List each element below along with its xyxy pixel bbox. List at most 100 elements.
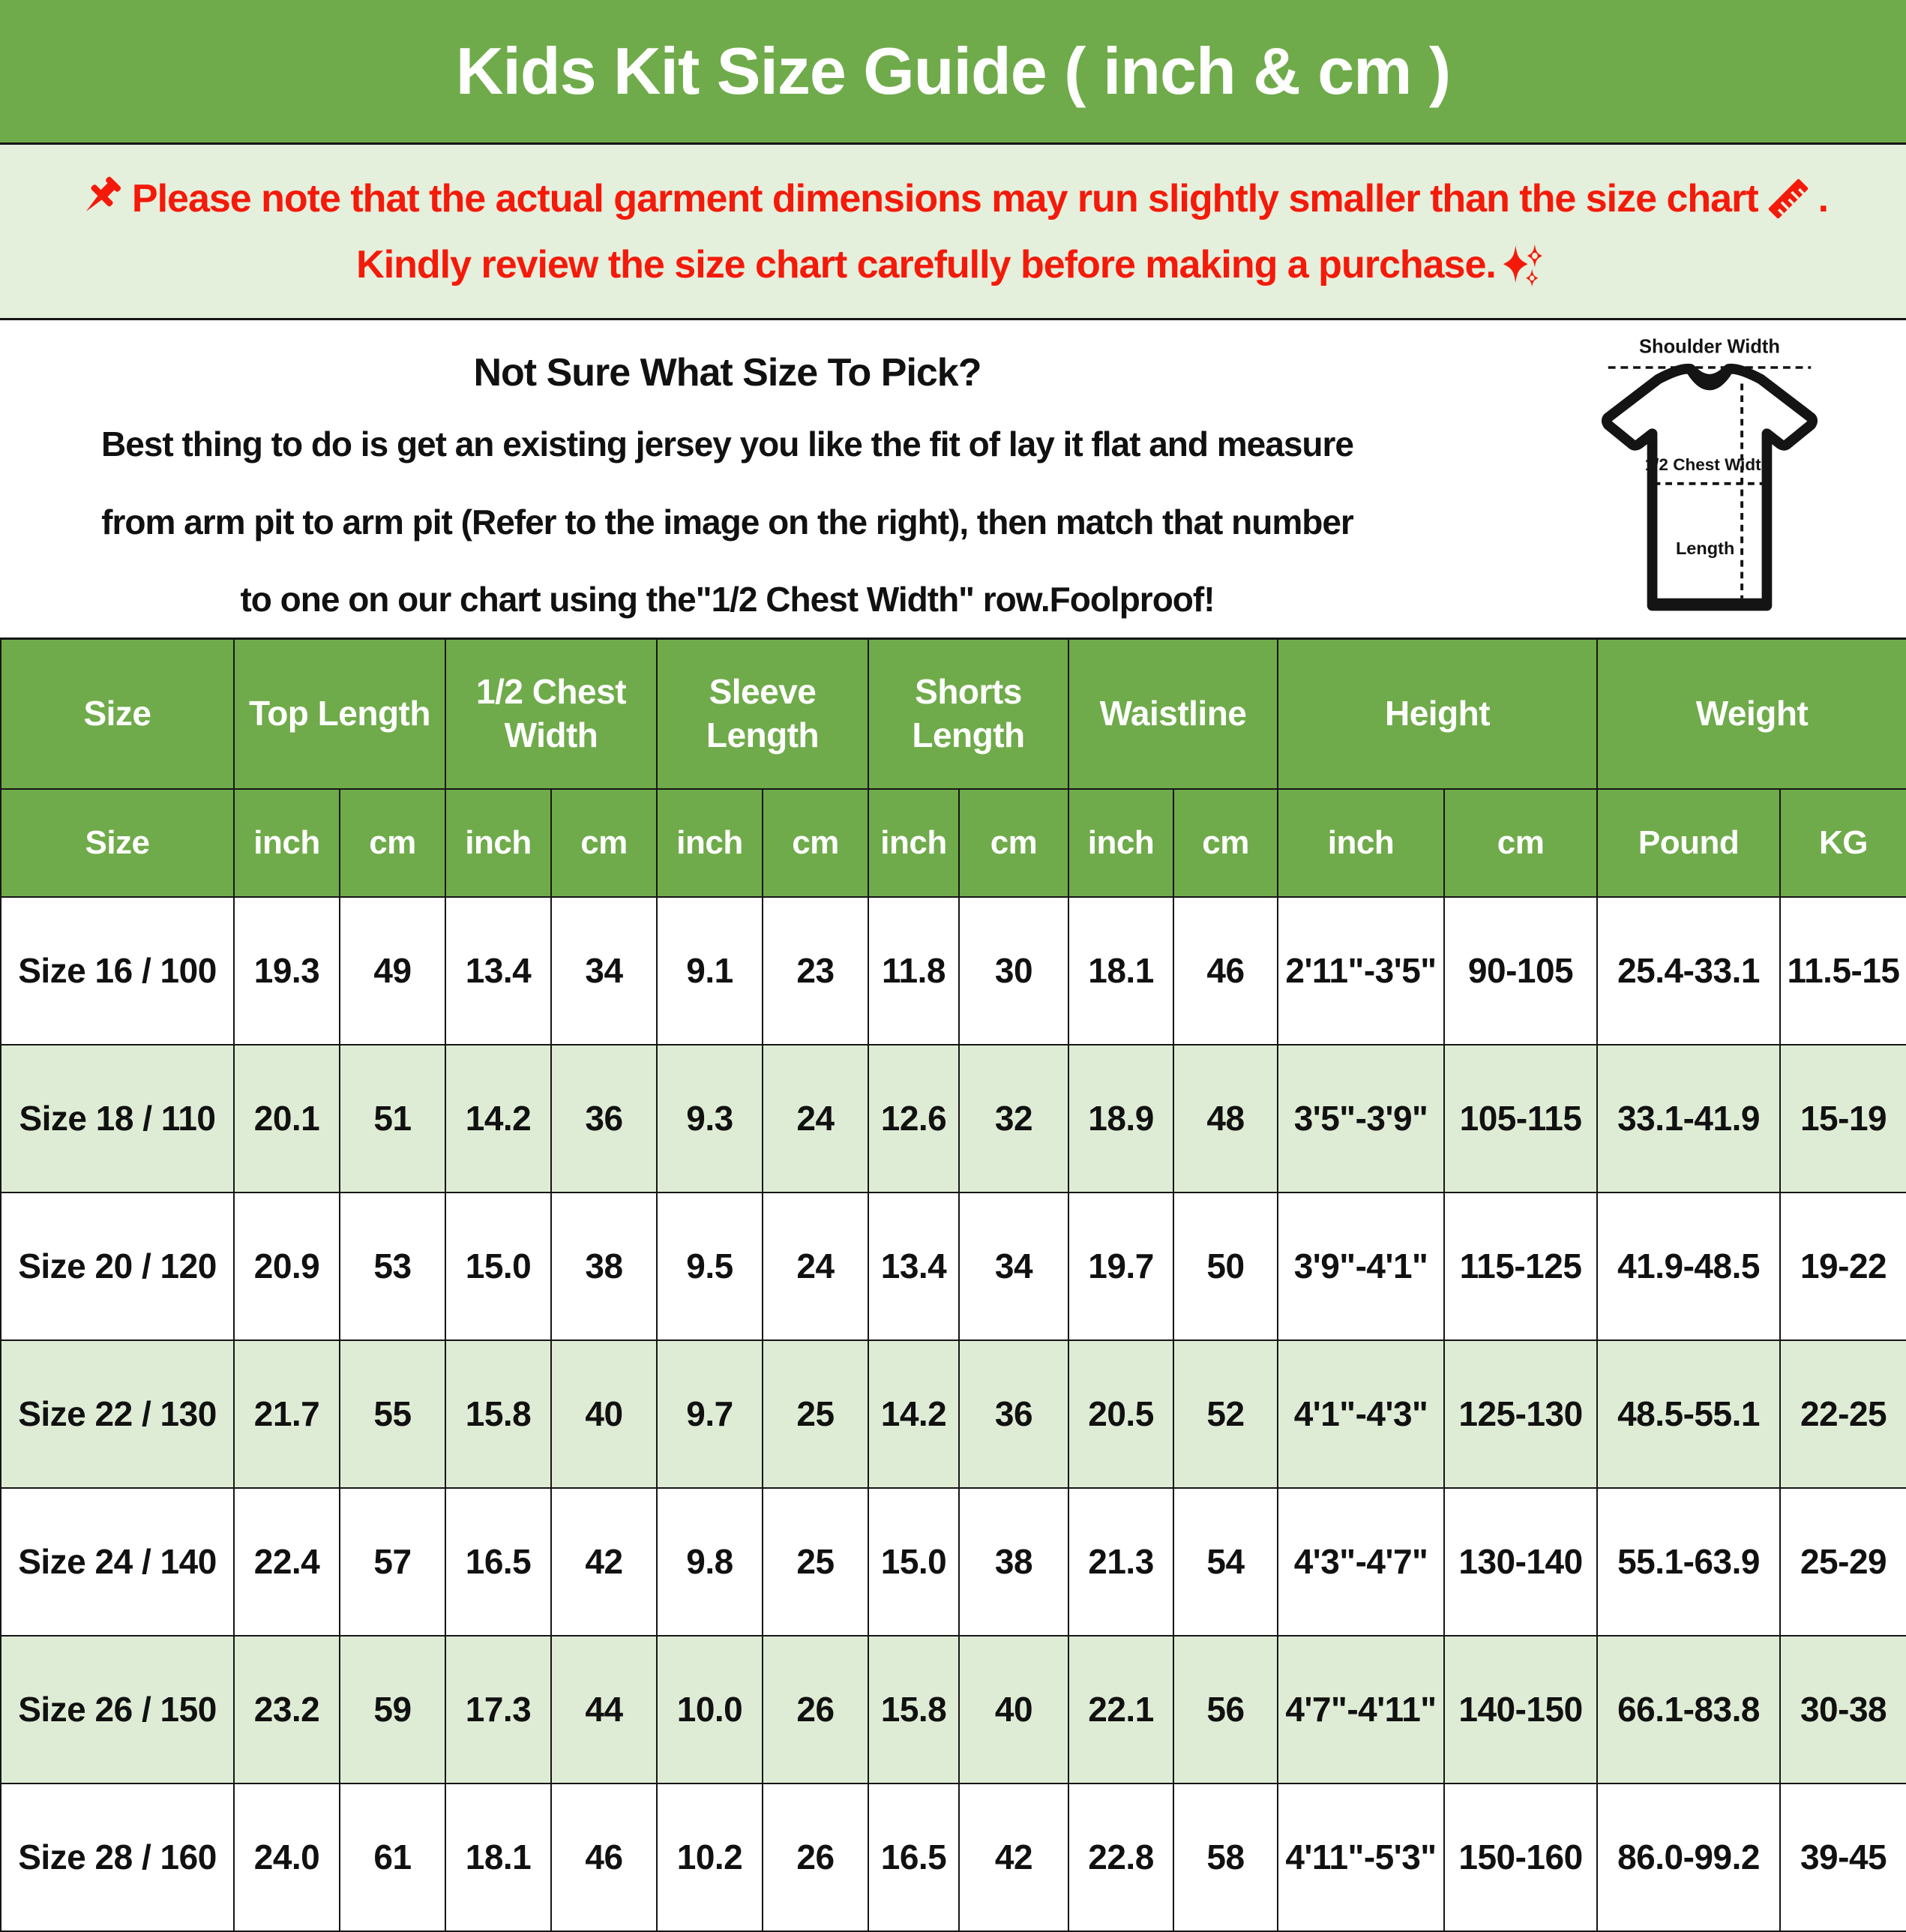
- size-cell: Size 28 / 160: [0, 1782, 235, 1932]
- column-group-shorts-length: Shorts Length: [867, 638, 1070, 790]
- value-cell: 19.3: [233, 896, 340, 1046]
- value-cell: 25.4-33.1: [1596, 896, 1782, 1046]
- pushpin-icon: [85, 176, 121, 212]
- column-unit-4-cm: cm: [550, 788, 658, 898]
- table-row: Size 22 / 130 21.7 55 15.8 40 9.7 25 14.2 36 20.5…: [0, 1339, 1906, 1489]
- column-unit-10-cm: cm: [1173, 788, 1279, 898]
- column-unit-0-size: Size: [0, 788, 235, 898]
- value-cell: 22-25: [1779, 1339, 1906, 1489]
- value-cell: 150-160: [1443, 1782, 1599, 1932]
- value-cell: 54: [1173, 1486, 1279, 1636]
- value-cell: 9.8: [656, 1486, 763, 1636]
- value-cell: 40: [957, 1634, 1070, 1784]
- value-cell: 25-29: [1779, 1486, 1906, 1636]
- column-unit-13-pound: Pound: [1596, 788, 1782, 898]
- value-cell: 34: [550, 896, 658, 1046]
- fit-help-section: Not Sure What Size To Pick? Best thing t…: [0, 320, 1906, 638]
- value-cell: 30: [957, 896, 1070, 1046]
- column-group-sleeve-length: Sleeve Length: [656, 638, 869, 790]
- value-cell: 19-22: [1779, 1191, 1906, 1341]
- notice-line-1: Please note that the actual garment dime…: [78, 175, 1829, 223]
- tshirt-outline: [1601, 363, 1818, 611]
- value-cell: 21.7: [233, 1339, 340, 1489]
- value-cell: 20.5: [1068, 1339, 1175, 1489]
- value-cell: 66.1-83.8: [1596, 1634, 1782, 1784]
- column-unit-8-cm: cm: [957, 788, 1070, 898]
- chest-width-label: 1/2 Chest Width: [1645, 455, 1772, 474]
- value-cell: 13.4: [868, 1191, 960, 1341]
- column-group-height: Height: [1277, 638, 1599, 790]
- ruler-icon: [1768, 178, 1808, 218]
- column-unit-11-inch: inch: [1277, 788, 1446, 898]
- value-cell: 11.5-15: [1779, 896, 1906, 1046]
- value-cell: 125-130: [1443, 1339, 1599, 1489]
- value-cell: 20.1: [233, 1043, 340, 1193]
- value-cell: 58: [1173, 1782, 1279, 1932]
- value-cell: 14.2: [868, 1339, 960, 1489]
- value-cell: 24.0: [233, 1782, 340, 1932]
- size-cell: Size 24 / 140: [0, 1486, 235, 1636]
- sparkles-icon: [1503, 244, 1542, 286]
- tshirt-diagram-svg: Shoulder Width 1/2 Chest Width Length: [1601, 336, 1818, 611]
- value-cell: 3'9"-4'1": [1277, 1191, 1446, 1341]
- value-cell: 51: [339, 1043, 446, 1193]
- value-cell: 52: [1173, 1339, 1279, 1489]
- title-bar: Kids Kit Size Guide ( inch & cm ): [0, 0, 1906, 145]
- table-row: Size 18 / 110 20.1 51 14.2 36 9.3 24 12.6 32 18.9…: [0, 1043, 1906, 1193]
- value-cell: 41.9-48.5: [1596, 1191, 1782, 1341]
- value-cell: 48.5-55.1: [1596, 1339, 1782, 1489]
- value-cell: 24: [762, 1043, 869, 1193]
- value-cell: 105-115: [1443, 1043, 1599, 1193]
- value-cell: 25: [762, 1339, 869, 1489]
- page-title: Kids Kit Size Guide ( inch & cm ): [455, 34, 1451, 108]
- value-cell: 14.2: [445, 1043, 552, 1193]
- value-cell: 61: [339, 1782, 446, 1932]
- value-cell: 10.0: [656, 1634, 763, 1784]
- value-cell: 55: [339, 1339, 446, 1489]
- shoulder-width-label: Shoulder Width: [1639, 336, 1780, 357]
- value-cell: 4'1"-4'3": [1277, 1339, 1446, 1489]
- value-cell: 23.2: [233, 1634, 340, 1784]
- column-unit-1-inch: inch: [233, 788, 340, 898]
- value-cell: 15.0: [445, 1191, 552, 1341]
- notice-suffix: .: [1818, 176, 1829, 220]
- value-cell: 21.3: [1068, 1486, 1175, 1636]
- value-cell: 15.8: [868, 1634, 960, 1784]
- length-label: Length: [1676, 538, 1734, 558]
- value-cell: 17.3: [445, 1634, 552, 1784]
- value-cell: 16.5: [445, 1486, 552, 1636]
- value-cell: 4'11"-5'3": [1277, 1782, 1446, 1932]
- value-cell: 19.7: [1068, 1191, 1175, 1341]
- value-cell: 10.2: [656, 1782, 763, 1932]
- value-cell: 42: [550, 1486, 658, 1636]
- value-cell: 130-140: [1443, 1486, 1599, 1636]
- value-cell: 57: [339, 1486, 446, 1636]
- column-unit-2-cm: cm: [339, 788, 446, 898]
- column-unit-9-inch: inch: [1068, 788, 1175, 898]
- fit-help-line-3: to one on our chart using the"1/2 Chest …: [240, 580, 1215, 620]
- size-cell: Size 20 / 120: [0, 1191, 235, 1341]
- value-cell: 2'11"-3'5": [1277, 896, 1446, 1046]
- value-cell: 36: [957, 1339, 1070, 1489]
- value-cell: 115-125: [1443, 1191, 1599, 1341]
- header-unit-row: Size inch cm inch cm inch cm inch cm inch cm inch cm…: [0, 788, 1906, 898]
- value-cell: 86.0-99.2: [1596, 1782, 1782, 1932]
- value-cell: 48: [1173, 1043, 1279, 1193]
- value-cell: 36: [550, 1043, 658, 1193]
- value-cell: 38: [957, 1486, 1070, 1636]
- table-head: Size Top Length 1/2 Chest Width Sleeve Leng…: [0, 638, 1906, 898]
- value-cell: 15.8: [445, 1339, 552, 1489]
- size-cell: Size 22 / 130: [0, 1339, 235, 1489]
- value-cell: 39-45: [1779, 1782, 1906, 1932]
- value-cell: 90-105: [1443, 896, 1599, 1046]
- value-cell: 4'7"-4'11": [1277, 1634, 1446, 1784]
- header-group-row: Size Top Length 1/2 Chest Width Sleeve Leng…: [0, 638, 1906, 790]
- value-cell: 15.0: [868, 1486, 960, 1636]
- value-cell: 15-19: [1779, 1043, 1906, 1193]
- table-row: Size 16 / 100 19.3 49 13.4 34 9.1 23 11.8 30 18.1…: [0, 896, 1906, 1046]
- value-cell: 38: [550, 1191, 658, 1341]
- column-unit-7-inch: inch: [868, 788, 960, 898]
- value-cell: 4'3"-4'7": [1277, 1486, 1446, 1636]
- table-row: Size 26 / 150 23.2 59 17.3 44 10.0 26 15.8 40 22.…: [0, 1634, 1906, 1784]
- value-cell: 32: [957, 1043, 1070, 1193]
